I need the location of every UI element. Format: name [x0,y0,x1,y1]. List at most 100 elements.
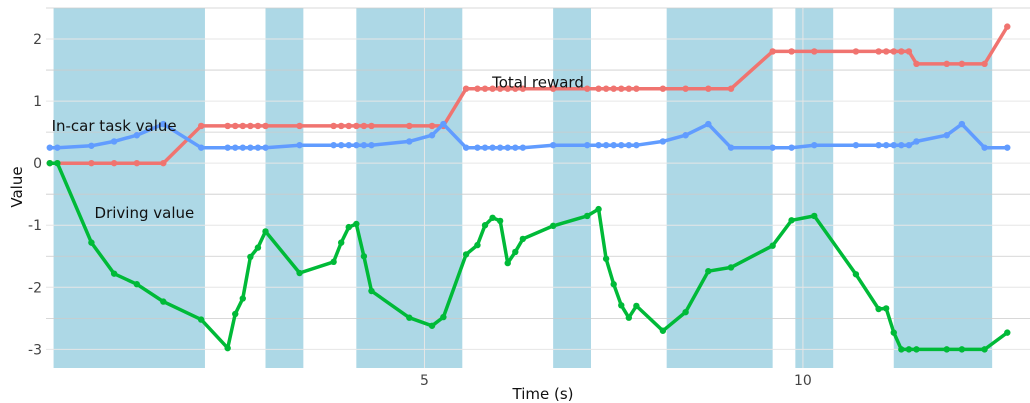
data-point-reward-56 [1004,23,1011,30]
data-point-driving-9 [239,295,246,302]
data-point-incar-3 [110,138,118,145]
data-point-driving-53 [943,346,950,353]
data-point-reward-20 [406,122,413,130]
data-point-reward-12 [262,122,269,130]
y-tick-label-4: 1 [33,94,42,110]
data-point-incar-21 [428,132,436,139]
data-point-reward-41 [705,85,712,92]
data-point-reward-38 [633,85,640,92]
data-point-reward-2 [88,159,95,167]
data-point-reward-27 [496,85,504,92]
data-point-incar-0 [46,144,53,151]
data-point-incar-7 [224,144,231,151]
data-point-reward-30 [519,85,527,92]
data-point-reward-52 [913,60,920,68]
data-point-reward-10 [247,122,254,130]
data-point-driving-4 [133,281,141,288]
data-point-driving-23 [462,251,470,258]
data-point-incar-56 [1004,144,1011,151]
data-point-incar-2 [88,142,95,149]
shaded-interval-1 [265,8,304,368]
data-point-driving-51 [905,346,913,353]
shaded-intervals [53,8,993,368]
gridlines [46,7,1030,368]
data-point-reward-21 [428,122,436,130]
data-point-reward-17 [353,122,360,130]
data-point-incar-27 [496,144,504,151]
data-point-driving-48 [882,305,890,312]
data-point-reward-23 [462,85,470,92]
data-point-reward-24 [474,85,481,92]
data-point-driving-44 [788,217,795,224]
data-point-incar-10 [247,144,254,151]
data-point-incar-49 [890,141,897,149]
data-point-incar-9 [239,144,246,151]
data-point-incar-40 [682,132,689,139]
data-point-incar-46 [852,141,860,149]
data-point-driving-22 [440,313,447,321]
data-point-reward-6 [197,122,205,130]
data-point-driving-3 [110,270,118,277]
annotation-2: Driving value [95,204,195,222]
y-axis-title: Value [8,166,26,207]
data-point-incar-4 [133,132,141,139]
data-point-reward-5 [160,159,167,167]
data-point-reward-19 [368,122,375,130]
shaded-interval-3 [553,8,591,368]
shaded-interval-0 [53,8,205,368]
data-point-incar-38 [633,141,640,149]
annotation-1: In-car task value [52,117,177,135]
data-point-reward-50 [898,48,905,55]
data-point-driving-10 [247,253,254,261]
data-point-incar-43 [769,144,776,151]
data-point-incar-42 [727,144,735,151]
y-tick-label-1: -2 [28,280,42,296]
data-point-driving-11 [254,244,262,251]
data-point-driving-43 [769,242,776,249]
data-point-driving-20 [406,314,413,321]
data-point-incar-16 [345,141,352,149]
data-point-driving-42 [727,264,735,271]
data-point-incar-22 [440,120,447,128]
annotations: Total reward In-car task value Driving val… [52,73,584,221]
data-point-driving-19 [368,287,375,295]
data-point-reward-46 [852,48,860,55]
data-point-incar-45 [811,141,818,149]
data-point-incar-36 [618,141,625,149]
data-point-driving-36 [618,302,625,309]
data-point-incar-31 [549,141,557,149]
data-point-incar-41 [705,120,712,128]
data-point-driving-12 [262,228,269,235]
data-point-reward-18 [360,122,368,130]
y-tick-labels: -3 -2 -1 0 1 2 [28,32,42,358]
data-point-reward-53 [943,60,950,68]
data-point-incar-20 [406,138,413,145]
data-point-driving-27 [496,217,504,225]
data-point-driving-16 [345,223,352,231]
data-point-reward-39 [659,85,667,92]
data-point-driving-18 [360,253,368,260]
data-point-driving-14 [330,258,337,266]
data-point-driving-35 [610,281,617,288]
data-point-reward-4 [133,159,141,167]
data-point-driving-2 [88,239,95,246]
data-point-driving-50 [898,346,905,353]
data-point-incar-24 [474,144,481,151]
data-point-driving-7 [224,344,231,352]
data-point-incar-47 [875,141,882,149]
data-point-driving-47 [875,305,882,313]
data-point-reward-33 [595,85,602,92]
data-point-incar-23 [462,144,470,151]
data-point-driving-28 [504,259,511,267]
data-point-incar-33 [595,141,602,149]
data-point-driving-17 [353,220,360,228]
data-point-incar-29 [512,144,519,151]
annotation-0: Total reward [491,73,584,91]
data-point-incar-28 [504,144,511,151]
data-point-reward-28 [504,85,511,92]
data-point-incar-19 [368,141,375,149]
data-point-incar-44 [788,144,795,151]
data-point-driving-39 [659,327,667,334]
data-point-incar-50 [898,141,905,149]
